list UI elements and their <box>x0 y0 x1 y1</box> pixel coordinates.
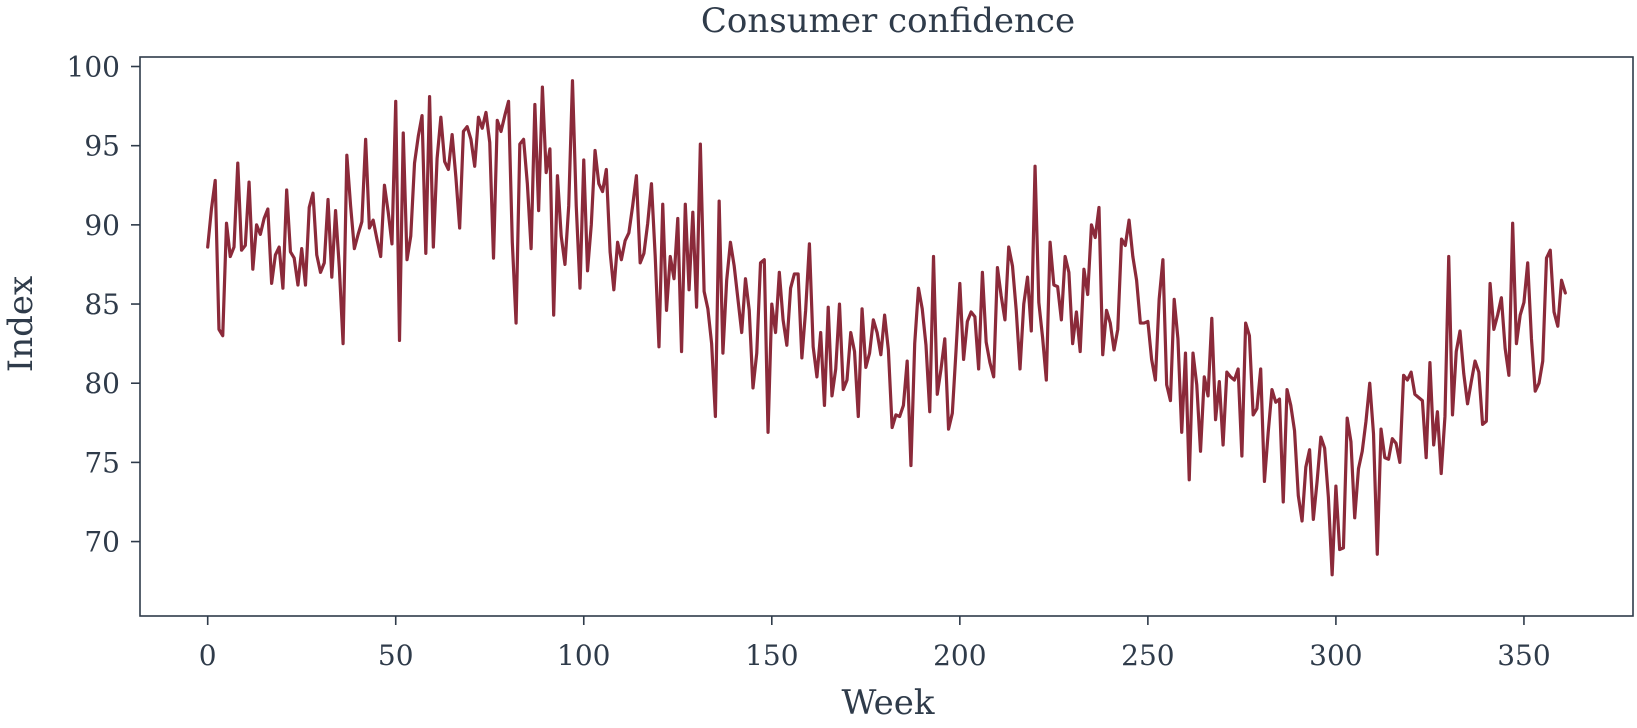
x-tick-label: 50 <box>378 639 414 672</box>
x-tick-label: 0 <box>199 639 217 672</box>
y-tick-label: 85 <box>84 288 120 321</box>
series-line-1 <box>206 79 1567 577</box>
x-tick-label: 300 <box>1309 639 1362 672</box>
y-tick-label: 90 <box>84 209 120 242</box>
chart-title: Consumer confidence <box>701 1 1075 41</box>
y-tick-label: 100 <box>67 51 120 84</box>
x-tick-label: 200 <box>933 639 986 672</box>
y-tick-label: 95 <box>84 130 120 163</box>
y-tick-label: 75 <box>84 446 120 479</box>
y-tick-label: 70 <box>84 526 120 559</box>
plot-area <box>139 56 1634 617</box>
y-axis-label: Index <box>1 276 41 372</box>
x-tick-label: 250 <box>1121 639 1174 672</box>
x-tick-label: 100 <box>557 639 610 672</box>
y-axis: 70 75 80 85 90 95 100 <box>67 51 140 559</box>
plot-frame <box>139 56 1634 617</box>
y-tick-label: 80 <box>84 367 120 400</box>
x-axis-label: Week <box>841 683 934 723</box>
x-tick-label: 150 <box>745 639 798 672</box>
x-tick-label: 350 <box>1497 639 1550 672</box>
x-axis: 0 50 100 150 200 250 300 350 <box>199 616 1551 672</box>
